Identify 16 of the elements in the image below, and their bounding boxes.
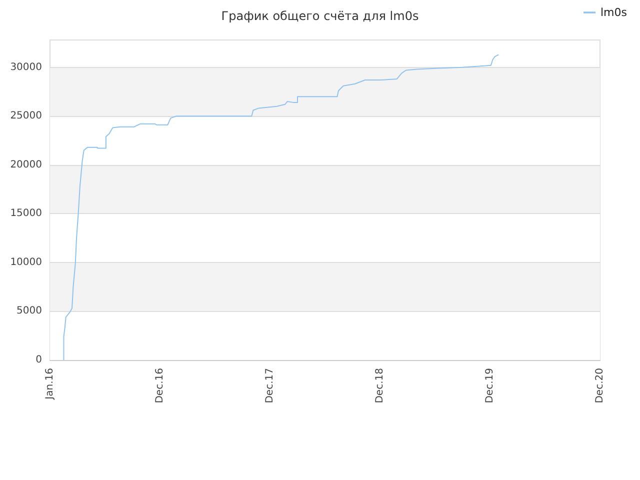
x-tick-label: Dec.17 [264,368,276,404]
y-tick-label: 10000 [10,256,42,268]
x-tick-label: Dec.20 [594,368,606,404]
legend-label: lm0s [600,6,628,19]
y-tick-label: 30000 [10,62,42,73]
chart-title: График общего счёта для lm0s [221,9,419,23]
x-tick-label: Jan.16 [44,368,56,400]
y-tick-label: 20000 [10,159,42,170]
y-tick-label: 0 [36,354,42,366]
y-tick-label: 5000 [16,306,42,317]
x-tick-label: Dec.16 [154,368,166,404]
y-tick-label: 25000 [10,110,42,122]
line-series [63,54,500,360]
x-tick-label: Dec.18 [374,368,386,404]
x-tick-label: Dec.19 [484,368,496,404]
y-tick-label: 15000 [10,208,42,220]
